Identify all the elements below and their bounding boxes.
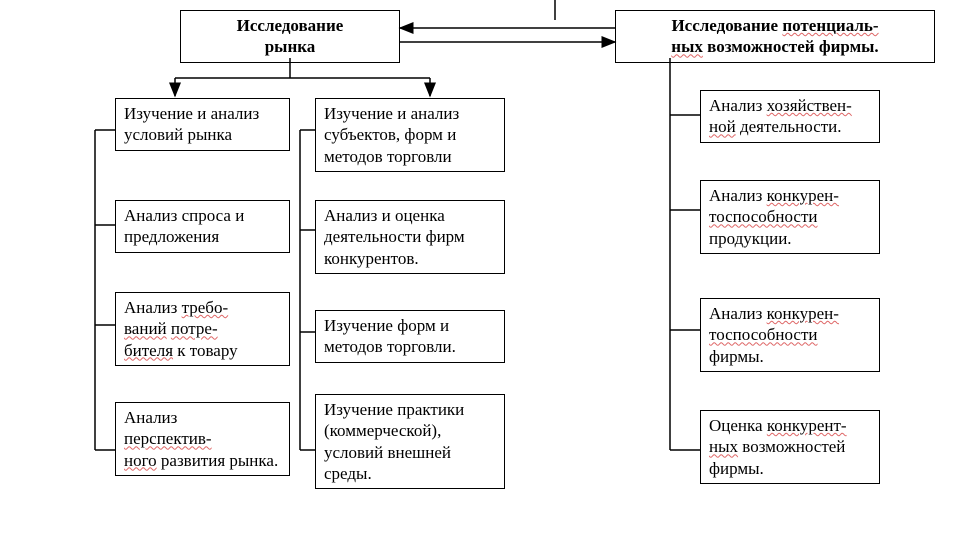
col2-box2-text: Анализ и оценка деятельности фирм конкур… — [324, 206, 465, 268]
c1b3-u1: требо- — [182, 298, 229, 317]
col1-box3: Анализ требо- ваний потре- бителя к това… — [115, 292, 290, 366]
c1b3-u2: ваний — [124, 319, 167, 338]
c3b4-pre: Оценка — [709, 416, 767, 435]
col3-box2: Анализ конкурен- тоспособности продукции… — [700, 180, 880, 254]
header-right-u1: потенциаль- — [782, 16, 878, 35]
col3-box3: Анализ конкурен- тоспособности фирмы. — [700, 298, 880, 372]
c1b3-u3: потре- — [171, 319, 218, 338]
col3-box1: Анализ хозяйствен- ной деятельности. — [700, 90, 880, 143]
c1b4-post: развития рынка. — [157, 451, 279, 470]
c1b3-u4: бителя — [124, 341, 173, 360]
col2-box4: Изучение практики (коммерческой), услови… — [315, 394, 505, 489]
c1b4-u2: ного — [124, 451, 157, 470]
c1b3-post: к товару — [173, 341, 238, 360]
col2-box2: Анализ и оценка деятельности фирм конкур… — [315, 200, 505, 274]
c3b1-u1: хозяйствен- — [767, 96, 852, 115]
c3b2-post: продукции. — [709, 229, 792, 248]
header-left-line1: Исследование — [237, 16, 344, 35]
col1-box1: Изучение и анализ условий рынка — [115, 98, 290, 151]
header-right-l1a: Исследование — [671, 16, 782, 35]
c1b4-u1: перспектив- — [124, 429, 212, 448]
header-left: Исследование рынка — [180, 10, 400, 63]
c3b1-pre: Анализ — [709, 96, 767, 115]
col1-box2-text: Анализ спроса и предложения — [124, 206, 244, 246]
col1-box2: Анализ спроса и предложения — [115, 200, 290, 253]
c3b3-pre: Анализ — [709, 304, 767, 323]
c3b3-u1: конкурен- — [767, 304, 839, 323]
col2-box3-text: Изучение форм и методов торговли. — [324, 316, 456, 356]
c3b1-post: деятельности. — [736, 117, 842, 136]
c3b2-pre: Анализ — [709, 186, 767, 205]
col2-box3: Изучение форм и методов торговли. — [315, 310, 505, 363]
c3b4-u1: конкурент- — [767, 416, 847, 435]
col1-box4: Анализ перспектив- ного развития рынка. — [115, 402, 290, 476]
c1b4-pre: Анализ — [124, 408, 177, 427]
col3-box4: Оценка конкурент- ных возможностей фирмы… — [700, 410, 880, 484]
header-right-l2u: ных — [671, 37, 703, 56]
c3b3-post: фирмы. — [709, 347, 764, 366]
col2-box1-text: Изучение и анализ субъектов, форм и мето… — [324, 104, 459, 166]
c3b1-u2: ной — [709, 117, 736, 136]
col1-box1-text: Изучение и анализ условий рынка — [124, 104, 259, 144]
col2-box1: Изучение и анализ субъектов, форм и мето… — [315, 98, 505, 172]
c3b3-u2: тоспособности — [709, 325, 817, 344]
header-right: Исследование потенциаль- ных возможносте… — [615, 10, 935, 63]
header-left-line2: рынка — [265, 37, 316, 56]
header-right-rest: возможностей фирмы. — [703, 37, 879, 56]
c3b2-u1: конкурен- — [767, 186, 839, 205]
c1b3-pre: Анализ — [124, 298, 182, 317]
col2-box4-text: Изучение практики (коммерческой), услови… — [324, 400, 464, 483]
c3b4-u2: ных — [709, 437, 738, 456]
c3b2-u2: тоспособности — [709, 207, 817, 226]
